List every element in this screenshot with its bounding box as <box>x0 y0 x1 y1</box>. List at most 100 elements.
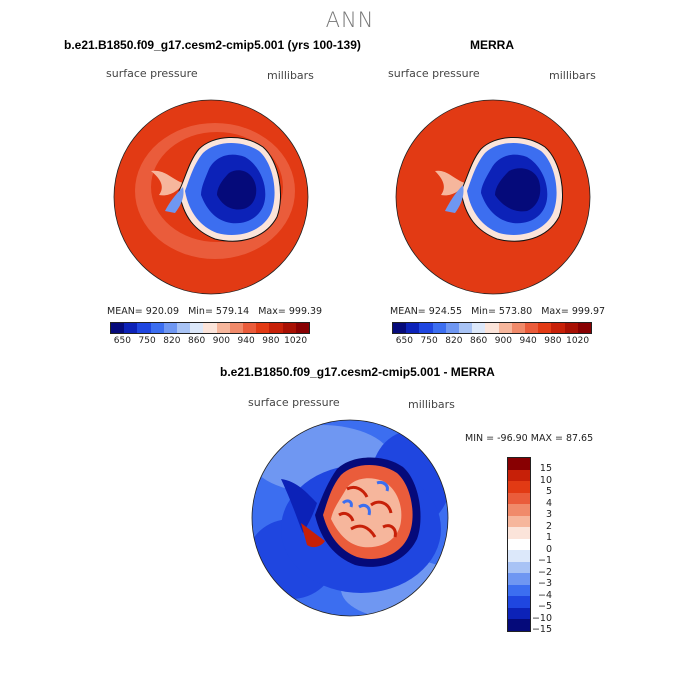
panel2-max: Max= 999.97 <box>541 306 606 317</box>
panel1-colorbar <box>110 322 310 334</box>
colorbar-swatch <box>525 323 539 333</box>
colorbar-tick-label: 650 <box>395 336 413 346</box>
diff-colorbar-tick-label: 10 <box>539 474 552 486</box>
diff-colorbar-tick-label: −4 <box>537 589 552 601</box>
colorbar-swatch <box>459 323 473 333</box>
colorbar-swatch <box>419 323 433 333</box>
diff-colorbar-swatch <box>508 573 530 585</box>
colorbar-swatch <box>295 323 310 333</box>
diff-colorbar-swatch <box>508 458 530 470</box>
colorbar-swatch <box>406 323 420 333</box>
colorbar-tick-label: 940 <box>519 336 537 346</box>
colorbar-swatch <box>203 323 217 333</box>
colorbar-swatch <box>243 323 257 333</box>
diff-units: millibars <box>408 398 455 411</box>
colorbar-swatch <box>137 323 151 333</box>
diff-colorbar-tick-label: 2 <box>545 520 552 532</box>
colorbar-swatch <box>282 323 296 333</box>
diff-map <box>251 419 449 617</box>
colorbar-swatch <box>229 323 244 333</box>
panel1-min: Min= 579.14 <box>188 306 250 317</box>
diff-colorbar-swatch <box>508 492 530 504</box>
diff-colorbar-labels: 15 10 5 4 3 2 1 0 −1 −2 −3 −4 −5 −10 −15 <box>528 463 552 636</box>
colorbar-swatch <box>432 323 446 333</box>
panel1-colorbar-labels: 650 750 820 860 900 940 980 1020 <box>110 336 308 346</box>
colorbar-swatch <box>498 323 512 333</box>
diff-minmax: MIN = -96.90 MAX = 87.65 <box>465 433 594 444</box>
diff-colorbar <box>507 457 531 632</box>
diff-colorbar-swatch <box>508 504 530 516</box>
diff-colorbar-swatch <box>508 538 530 550</box>
diff-colorbar-swatch <box>508 584 530 596</box>
diff-variable: surface pressure <box>248 396 340 409</box>
diff-colorbar-tick-label: 1 <box>545 532 552 543</box>
colorbar-swatch <box>538 323 552 333</box>
diff-colorbar-swatch <box>508 550 530 562</box>
diff-colorbar-tick-label: −10 <box>531 612 552 624</box>
panel2-variable: surface pressure <box>388 67 480 80</box>
colorbar-swatch <box>269 323 283 333</box>
colorbar-tick-label: 860 <box>470 336 488 346</box>
colorbar-swatch <box>216 323 230 333</box>
colorbar-tick-label: 940 <box>237 336 255 346</box>
panel2-colorbar <box>392 322 592 334</box>
colorbar-tick-label: 900 <box>212 336 230 346</box>
colorbar-tick-label: 650 <box>113 336 131 346</box>
diff-colorbar-swatch <box>508 481 530 493</box>
diff-colorbar-tick-label: 15 <box>539 463 552 474</box>
colorbar-swatch <box>163 323 178 333</box>
panel2-mean: MEAN= 924.55 <box>390 306 463 317</box>
panel2-map <box>395 99 591 295</box>
colorbar-tick-label: 820 <box>445 336 463 346</box>
colorbar-swatch <box>577 323 592 333</box>
panel2-min: Min= 573.80 <box>471 306 533 317</box>
colorbar-swatch <box>551 323 565 333</box>
colorbar-tick-label: 820 <box>163 336 181 346</box>
diff-colorbar-swatch <box>508 527 530 539</box>
colorbar-tick-label: 980 <box>262 336 280 346</box>
diff-colorbar-swatch <box>508 619 530 631</box>
colorbar-swatch <box>124 323 138 333</box>
diff-title: b.e21.B1850.f09_g17.cesm2-cmip5.001 - ME… <box>220 365 495 379</box>
colorbar-tick-label: 860 <box>188 336 206 346</box>
colorbar-swatch <box>472 323 486 333</box>
diff-colorbar-tick-label: −1 <box>537 555 552 566</box>
diff-colorbar-swatch <box>508 607 530 619</box>
main-title: ANN <box>325 8 375 32</box>
colorbar-swatch <box>511 323 526 333</box>
colorbar-swatch <box>485 323 499 333</box>
diff-colorbar-tick-label: −3 <box>537 578 552 589</box>
diff-colorbar-swatch <box>508 515 530 527</box>
diff-colorbar-tick-label: 4 <box>545 497 552 509</box>
colorbar-swatch <box>190 323 204 333</box>
colorbar-tick-label: 1020 <box>284 336 308 346</box>
panel1-map <box>113 99 309 295</box>
diff-colorbar-swatch <box>508 561 530 573</box>
colorbar-swatch <box>111 323 125 333</box>
colorbar-swatch <box>393 323 407 333</box>
panel1-units: millibars <box>267 69 314 82</box>
panel2-units: millibars <box>549 69 596 82</box>
colorbar-tick-label: 900 <box>494 336 512 346</box>
diff-colorbar-tick-label: 5 <box>545 486 552 497</box>
panel2-colorbar-labels: 650 750 820 860 900 940 980 1020 <box>392 336 590 346</box>
colorbar-tick-label: 980 <box>544 336 562 346</box>
panel1-max: Max= 999.39 <box>258 306 323 317</box>
diff-colorbar-tick-label: 0 <box>545 543 552 555</box>
panel1-title: b.e21.B1850.f09_g17.cesm2-cmip5.001 (yrs… <box>64 38 361 52</box>
panel2-title: MERRA <box>470 38 514 52</box>
panel1-variable: surface pressure <box>106 67 198 80</box>
colorbar-swatch <box>564 323 578 333</box>
diff-colorbar-swatch <box>508 596 530 608</box>
diff-colorbar-swatch <box>508 469 530 481</box>
diff-colorbar-tick-label: −5 <box>537 601 552 612</box>
colorbar-swatch <box>177 323 191 333</box>
colorbar-tick-label: 1020 <box>566 336 590 346</box>
colorbar-swatch <box>150 323 164 333</box>
colorbar-swatch <box>445 323 460 333</box>
diff-colorbar-tick-label: 3 <box>545 509 552 520</box>
diff-colorbar-tick-label: −15 <box>531 624 552 635</box>
colorbar-tick-label: 750 <box>138 336 156 346</box>
panel1-mean: MEAN= 920.09 <box>107 306 180 317</box>
colorbar-tick-label: 750 <box>420 336 438 346</box>
